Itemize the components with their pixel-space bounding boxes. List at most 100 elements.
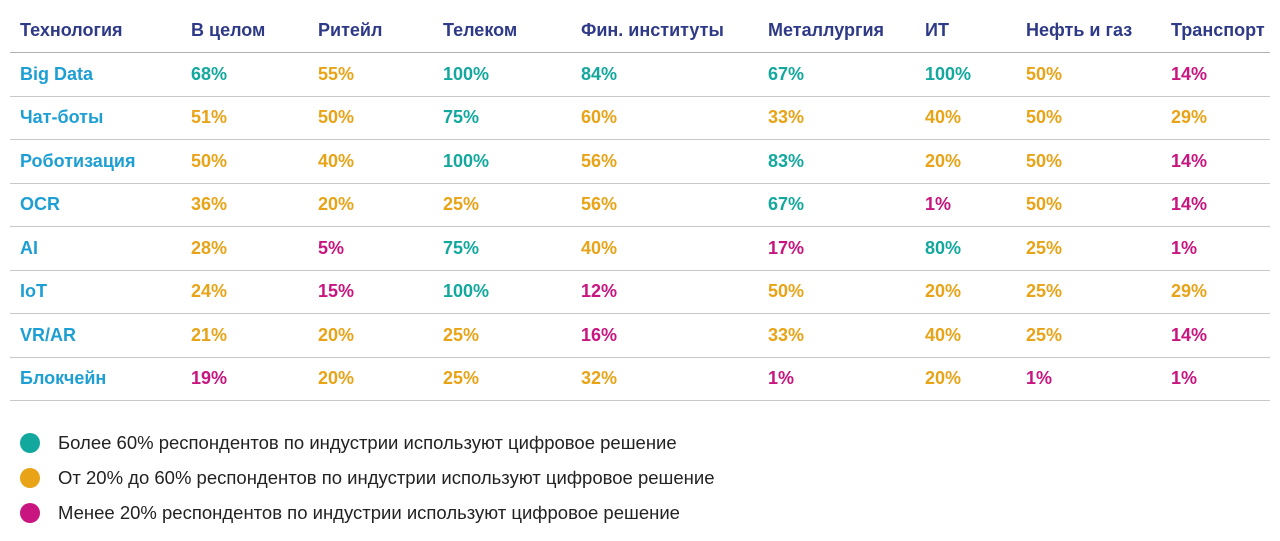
table-cell: 80%: [925, 237, 962, 258]
table-cell: 33%: [768, 324, 805, 345]
table-cell: 21%: [191, 324, 228, 345]
table-cell: 17%: [768, 237, 805, 258]
table-cell: 15%: [318, 281, 355, 302]
table-cell: 20%: [925, 281, 962, 302]
legend-item-low: Менее 20% респондентов по индустрии испо…: [20, 495, 715, 530]
table-cell: 25%: [443, 368, 480, 389]
table-cell: 16%: [581, 324, 618, 345]
table-cell: 1%: [1171, 368, 1198, 389]
table-cell: 50%: [768, 281, 805, 302]
table-cell: 14%: [1171, 150, 1208, 171]
column-header: Технология: [20, 19, 123, 40]
table-cell: 40%: [318, 150, 355, 171]
legend-text: Менее 20% респондентов по индустрии испо…: [58, 501, 680, 523]
table-cell: 67%: [768, 194, 805, 215]
table-row: OCR 36% 20% 25% 56% 67% 1% 50% 14%: [10, 184, 1270, 227]
column-header: ИТ: [925, 19, 949, 40]
table-cell: 20%: [318, 324, 355, 345]
table-header-row: Технология В целом Ритейл Телеком Фин. инсти…: [10, 8, 1270, 53]
table-cell: 14%: [1171, 63, 1208, 84]
table-cell: 68%: [191, 63, 228, 84]
table-row: Блокчейн 19% 20% 25% 32% 1% 20% 1% 1%: [10, 358, 1270, 401]
column-header: Телеком: [443, 19, 518, 40]
table-cell: 20%: [925, 368, 962, 389]
table-cell: 36%: [191, 194, 228, 215]
table-cell: 40%: [581, 237, 618, 258]
table-cell: 67%: [768, 63, 805, 84]
data-table: Технология В целом Ритейл Телеком Фин. инсти…: [10, 8, 1270, 401]
row-label: OCR: [20, 194, 60, 215]
table-cell: 51%: [191, 107, 228, 128]
table-cell: 75%: [443, 237, 480, 258]
legend-dot-icon: [20, 432, 40, 453]
table-cell: 84%: [581, 63, 618, 84]
table-cell: 100%: [443, 63, 490, 84]
table-cell: 50%: [1026, 63, 1063, 84]
table-cell: 29%: [1171, 107, 1208, 128]
table-cell: 56%: [581, 194, 618, 215]
column-header: В целом: [191, 19, 266, 40]
table-cell: 40%: [925, 107, 962, 128]
legend-text: От 20% до 60% респондентов по индустрии …: [58, 466, 715, 488]
table-cell: 50%: [1026, 107, 1063, 128]
table-row: Роботизация 50% 40% 100% 56% 83% 20% 50% 14%: [10, 140, 1270, 184]
table-row: Big Data 68% 55% 100% 84% 67% 100% 50% 14%: [10, 53, 1270, 97]
legend-dot-icon: [20, 502, 40, 523]
table-cell: 75%: [443, 107, 480, 128]
table-cell: 20%: [318, 194, 355, 215]
table-cell: 100%: [925, 63, 972, 84]
table-cell: 1%: [1026, 368, 1053, 389]
table-cell: 25%: [1026, 281, 1063, 302]
column-header: Металлургия: [768, 19, 885, 40]
table-cell: 50%: [1026, 194, 1063, 215]
table-cell: 100%: [443, 150, 490, 171]
table-row: VR/AR 21% 20% 25% 16% 33% 40% 25% 14%: [10, 314, 1270, 358]
table-cell: 1%: [925, 194, 952, 215]
table-cell: 32%: [581, 368, 618, 389]
row-label: Роботизация: [20, 150, 136, 171]
table-row: Чат-боты 51% 50% 75% 60% 33% 40% 50% 29%: [10, 97, 1270, 140]
table-cell: 5%: [318, 237, 345, 258]
table-cell: 14%: [1171, 324, 1208, 345]
table-cell: 50%: [191, 150, 228, 171]
legend-dot-icon: [20, 467, 40, 488]
table-cell: 25%: [443, 194, 480, 215]
table-cell: 33%: [768, 107, 805, 128]
table-cell: 25%: [443, 324, 480, 345]
table-cell: 25%: [1026, 324, 1063, 345]
legend-item-mid: От 20% до 60% респондентов по индустрии …: [20, 460, 715, 495]
table-cell: 12%: [581, 281, 618, 302]
row-label: VR/AR: [20, 324, 77, 345]
column-header: Нефть и газ: [1026, 19, 1133, 40]
table-cell: 55%: [318, 63, 355, 84]
table-cell: 56%: [581, 150, 618, 171]
legend: Более 60% респондентов по индустрии испо…: [20, 425, 715, 530]
table-cell: 19%: [191, 368, 228, 389]
table-cell: 50%: [318, 107, 355, 128]
column-header: Ритейл: [318, 19, 383, 40]
table-cell: 29%: [1171, 281, 1208, 302]
table-cell: 100%: [443, 281, 490, 302]
row-label: Чат-боты: [20, 107, 104, 128]
table-cell: 1%: [768, 368, 795, 389]
table-cell: 25%: [1026, 237, 1063, 258]
table-row: IoT 24% 15% 100% 12% 50% 20% 25% 29%: [10, 271, 1270, 314]
row-label: IoT: [20, 281, 47, 302]
table-cell: 40%: [925, 324, 962, 345]
row-label: Big Data: [20, 63, 94, 84]
table-cell: 60%: [581, 107, 618, 128]
table-cell: 50%: [1026, 150, 1063, 171]
row-label: Блокчейн: [20, 368, 107, 389]
table-cell: 28%: [191, 237, 228, 258]
column-header: Фин. институты: [581, 19, 724, 40]
table-cell: 24%: [191, 281, 228, 302]
table-cell: 83%: [768, 150, 805, 171]
table-row: AI 28% 5% 75% 40% 17% 80% 25% 1%: [10, 227, 1270, 271]
table-cell: 20%: [318, 368, 355, 389]
table-cell: 1%: [1171, 237, 1198, 258]
column-header: Транспорт: [1171, 19, 1265, 40]
table-cell: 20%: [925, 150, 962, 171]
row-label: AI: [20, 237, 38, 258]
legend-item-high: Более 60% респондентов по индустрии испо…: [20, 425, 715, 460]
legend-text: Более 60% респондентов по индустрии испо…: [58, 431, 677, 453]
